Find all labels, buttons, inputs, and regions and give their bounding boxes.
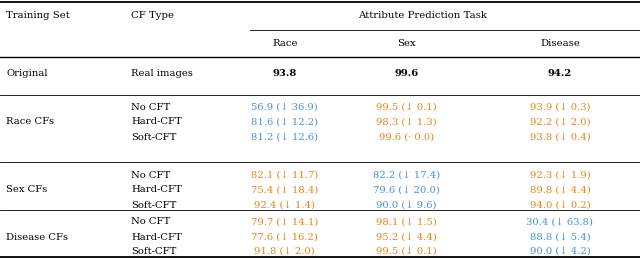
Text: 82.1 (↓ 11.7): 82.1 (↓ 11.7) — [251, 170, 319, 179]
Text: 99.6 (· 0.0): 99.6 (· 0.0) — [379, 133, 434, 141]
Text: No CFT: No CFT — [131, 103, 170, 112]
Text: 98.1 (↓ 1.5): 98.1 (↓ 1.5) — [376, 218, 437, 227]
Text: 95.2 (↓ 4.4): 95.2 (↓ 4.4) — [376, 233, 437, 241]
Text: Disease: Disease — [540, 39, 580, 47]
Text: 75.4 (↓ 18.4): 75.4 (↓ 18.4) — [251, 185, 319, 195]
Text: 92.3 (↓ 1.9): 92.3 (↓ 1.9) — [530, 170, 590, 179]
Text: 94.0 (↓ 0.2): 94.0 (↓ 0.2) — [530, 200, 590, 210]
Text: Sex CFs: Sex CFs — [6, 185, 47, 195]
Text: Hard-CFT: Hard-CFT — [131, 118, 182, 126]
Text: Soft-CFT: Soft-CFT — [131, 133, 177, 141]
Text: Training Set: Training Set — [6, 11, 70, 19]
Text: 92.4 (↓ 1.4): 92.4 (↓ 1.4) — [254, 200, 316, 210]
Text: Hard-CFT: Hard-CFT — [131, 185, 182, 195]
Text: 93.9 (↓ 0.3): 93.9 (↓ 0.3) — [530, 103, 590, 112]
Text: 81.2 (↓ 12.6): 81.2 (↓ 12.6) — [252, 133, 318, 141]
Text: Disease CFs: Disease CFs — [6, 233, 68, 241]
Text: Hard-CFT: Hard-CFT — [131, 233, 182, 241]
Text: 77.6 (↓ 16.2): 77.6 (↓ 16.2) — [252, 233, 318, 241]
Text: CF Type: CF Type — [131, 11, 174, 19]
Text: 56.9 (↓ 36.9): 56.9 (↓ 36.9) — [252, 103, 318, 112]
Text: 90.0 (↓ 9.6): 90.0 (↓ 9.6) — [376, 200, 436, 210]
Text: No CFT: No CFT — [131, 170, 170, 179]
Text: 92.2 (↓ 2.0): 92.2 (↓ 2.0) — [530, 118, 590, 126]
Text: 30.4 (↓ 63.8): 30.4 (↓ 63.8) — [527, 218, 593, 227]
Text: Original: Original — [6, 68, 48, 77]
Text: 81.6 (↓ 12.2): 81.6 (↓ 12.2) — [252, 118, 318, 126]
Text: 82.2 (↓ 17.4): 82.2 (↓ 17.4) — [372, 170, 440, 179]
Text: Race CFs: Race CFs — [6, 118, 54, 126]
Text: 98.3 (↓ 1.3): 98.3 (↓ 1.3) — [376, 118, 436, 126]
Text: No CFT: No CFT — [131, 218, 170, 227]
Text: 99.5 (↓ 0.1): 99.5 (↓ 0.1) — [376, 247, 436, 255]
Text: 99.5 (↓ 0.1): 99.5 (↓ 0.1) — [376, 103, 436, 112]
Text: Sex: Sex — [397, 39, 416, 47]
Text: 93.8 (↓ 0.4): 93.8 (↓ 0.4) — [530, 133, 590, 141]
Text: Soft-CFT: Soft-CFT — [131, 200, 177, 210]
Text: 99.6: 99.6 — [394, 68, 419, 77]
Text: Soft-CFT: Soft-CFT — [131, 247, 177, 255]
Text: 88.8 (↓ 5.4): 88.8 (↓ 5.4) — [530, 233, 590, 241]
Text: 79.7 (↓ 14.1): 79.7 (↓ 14.1) — [251, 218, 319, 227]
Text: Real images: Real images — [131, 68, 193, 77]
Text: Attribute Prediction Task: Attribute Prediction Task — [358, 11, 487, 19]
Text: 91.8 (↓ 2.0): 91.8 (↓ 2.0) — [255, 247, 315, 255]
Text: 93.8: 93.8 — [273, 68, 297, 77]
Text: 79.6 (↓ 20.0): 79.6 (↓ 20.0) — [373, 185, 440, 195]
Text: 90.0 (↓ 4.2): 90.0 (↓ 4.2) — [530, 247, 590, 255]
Text: 89.8 (↓ 4.4): 89.8 (↓ 4.4) — [529, 185, 591, 195]
Text: Race: Race — [272, 39, 298, 47]
Text: 94.2: 94.2 — [548, 68, 572, 77]
